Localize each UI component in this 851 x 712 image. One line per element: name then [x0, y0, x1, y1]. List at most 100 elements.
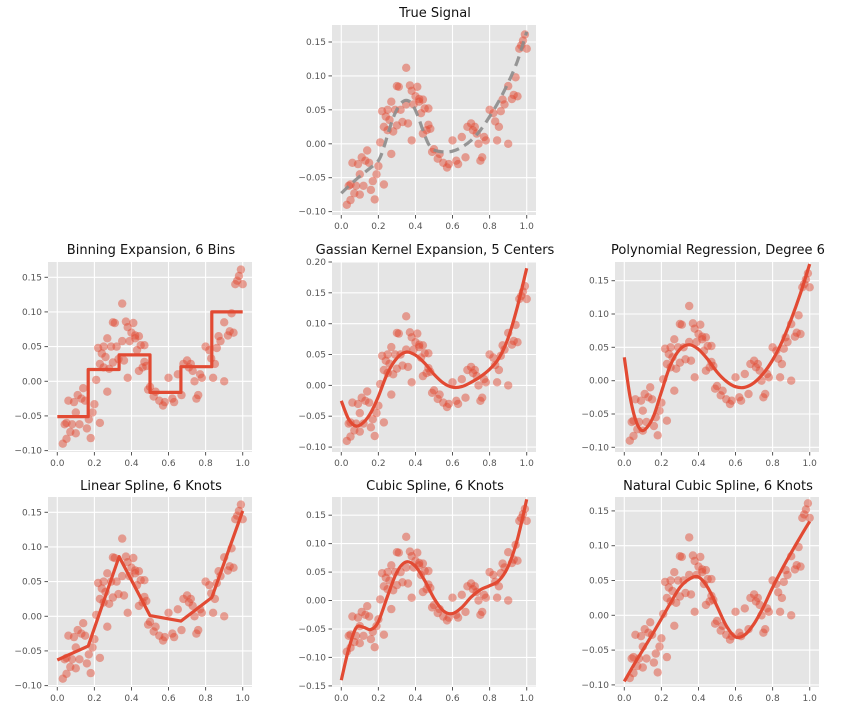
gaussian-kernel-plot: 0.0 0.2 0.4 0.6 0.8 1.0 −0.10 −0.05 0.00 0.05 0.10…	[298, 258, 536, 469]
svg-text:0.2: 0.2	[371, 459, 385, 469]
svg-text:−0.10: −0.10	[581, 681, 609, 691]
svg-text:0.05: 0.05	[22, 343, 42, 353]
svg-text:0.4: 0.4	[124, 694, 139, 704]
subplot-cubic-spline: 0.0 0.2 0.4 0.6 0.8 1.0 −0.15 −0.10 −0.05 0.00 0.0…	[284, 475, 567, 712]
true-signal-plot: 0.0 0.2 0.4 0.6 0.8 1.0 −0.10 −0.05 0.00 0.05 0.10…	[298, 25, 536, 232]
subplot-gaussian-kernel: 0.0 0.2 0.4 0.6 0.8 1.0 −0.10 −0.05 0.00 0.05 0.10…	[284, 240, 567, 475]
svg-text:0.15: 0.15	[22, 508, 42, 518]
svg-text:0.0: 0.0	[50, 694, 65, 704]
svg-text:0.15: 0.15	[306, 289, 326, 299]
subplot-true-signal: 0.0 0.2 0.4 0.6 0.8 1.0 −0.10 −0.05 0.00 0.05 0.10…	[284, 0, 567, 240]
svg-text:−0.05: −0.05	[581, 646, 609, 656]
subplot-linear-spline: 0.0 0.2 0.4 0.6 0.8 1.0 −0.10 −0.05 0.00 0.05 0.10…	[0, 475, 283, 712]
subplot-title: Linear Spline, 6 Knots	[80, 479, 222, 494]
svg-text:0.05: 0.05	[589, 577, 609, 587]
svg-text:0.0: 0.0	[617, 459, 632, 469]
subplot-title: Gassian Kernel Expansion, 5 Centers	[315, 243, 555, 258]
svg-text:−0.10: −0.10	[14, 447, 42, 457]
svg-text:0.4: 0.4	[408, 222, 423, 232]
svg-text:0.15: 0.15	[589, 277, 609, 287]
svg-text:0.0: 0.0	[617, 694, 632, 704]
svg-text:0.10: 0.10	[22, 308, 42, 318]
svg-text:0.0: 0.0	[50, 459, 65, 469]
svg-text:0.2: 0.2	[87, 694, 101, 704]
svg-text:0.2: 0.2	[371, 222, 385, 232]
svg-text:0.15: 0.15	[306, 38, 326, 48]
svg-text:0.6: 0.6	[445, 222, 460, 232]
subplot-binning-expansion: 0.0 0.2 0.4 0.6 0.8 1.0 −0.10 −0.05 0.00 0.05 0.10…	[0, 240, 283, 475]
svg-text:0.10: 0.10	[589, 542, 609, 552]
svg-text:−0.05: −0.05	[298, 625, 326, 635]
svg-text:0.00: 0.00	[589, 611, 609, 621]
polynomial-regression-plot: 0.0 0.2 0.4 0.6 0.8 1.0 −0.10 −0.05 0.00 0.05 0.10…	[581, 262, 819, 469]
svg-text:0.05: 0.05	[589, 343, 609, 353]
svg-text:0.0: 0.0	[334, 222, 349, 232]
svg-text:0.00: 0.00	[589, 377, 609, 387]
binning-expansion-plot: 0.0 0.2 0.4 0.6 0.8 1.0 −0.10 −0.05 0.00 0.05 0.10…	[14, 262, 252, 469]
svg-text:0.4: 0.4	[691, 459, 706, 469]
svg-text:0.2: 0.2	[87, 459, 101, 469]
svg-text:0.05: 0.05	[306, 351, 326, 361]
svg-text:0.10: 0.10	[22, 543, 42, 553]
svg-text:0.10: 0.10	[306, 72, 326, 82]
svg-text:0.6: 0.6	[445, 694, 460, 704]
svg-text:−0.05: −0.05	[581, 410, 609, 420]
svg-text:−0.05: −0.05	[14, 647, 42, 657]
svg-text:0.8: 0.8	[765, 459, 780, 469]
svg-text:0.0: 0.0	[334, 459, 349, 469]
svg-text:0.2: 0.2	[654, 694, 668, 704]
svg-text:0.05: 0.05	[306, 106, 326, 116]
svg-text:0.8: 0.8	[198, 459, 213, 469]
subplot-title: Natural Cubic Spline, 6 Knots	[623, 479, 813, 494]
svg-text:0.10: 0.10	[306, 320, 326, 330]
subplot-natural-cubic-spline: 0.0 0.2 0.4 0.6 0.8 1.0 −0.10 −0.05 0.00 0.05 0.10…	[567, 475, 851, 712]
svg-text:0.6: 0.6	[728, 459, 743, 469]
cubic-spline-plot: 0.0 0.2 0.4 0.6 0.8 1.0 −0.15 −0.10 −0.05 0.00 0.0…	[298, 497, 536, 704]
svg-text:1.0: 1.0	[803, 694, 818, 704]
svg-text:0.8: 0.8	[482, 222, 497, 232]
svg-text:0.4: 0.4	[691, 694, 706, 704]
svg-text:0.8: 0.8	[482, 459, 497, 469]
svg-text:0.05: 0.05	[22, 578, 42, 588]
linear-spline-plot: 0.0 0.2 0.4 0.6 0.8 1.0 −0.10 −0.05 0.00 0.05 0.10…	[14, 497, 252, 704]
svg-text:0.00: 0.00	[306, 381, 326, 391]
svg-text:0.6: 0.6	[728, 694, 743, 704]
svg-text:0.15: 0.15	[306, 511, 326, 521]
svg-text:0.10: 0.10	[589, 310, 609, 320]
subplot-title: Polynomial Regression, Degree 6	[611, 243, 825, 258]
svg-text:0.15: 0.15	[589, 507, 609, 517]
svg-text:1.0: 1.0	[803, 459, 818, 469]
svg-text:1.0: 1.0	[236, 694, 251, 704]
svg-text:0.4: 0.4	[124, 459, 139, 469]
svg-text:0.20: 0.20	[306, 258, 326, 268]
svg-text:0.15: 0.15	[22, 273, 42, 283]
svg-text:0.00: 0.00	[306, 597, 326, 607]
svg-text:0.8: 0.8	[765, 694, 780, 704]
svg-text:0.4: 0.4	[408, 459, 423, 469]
svg-text:0.0: 0.0	[334, 694, 349, 704]
subplot-polynomial-regression: 0.0 0.2 0.4 0.6 0.8 1.0 −0.10 −0.05 0.00 0.05 0.10…	[567, 240, 851, 475]
svg-text:−0.10: −0.10	[298, 443, 326, 453]
svg-text:−0.10: −0.10	[298, 653, 326, 663]
subplot-title: Cubic Spline, 6 Knots	[366, 479, 504, 494]
subplot-title: True Signal	[399, 6, 471, 21]
subplot-title: Binning Expansion, 6 Bins	[66, 243, 236, 258]
svg-text:0.6: 0.6	[445, 459, 460, 469]
natural-cubic-spline-plot: 0.0 0.2 0.4 0.6 0.8 1.0 −0.10 −0.05 0.00 0.05 0.10…	[581, 497, 819, 704]
svg-text:−0.10: −0.10	[298, 208, 326, 218]
svg-text:0.6: 0.6	[161, 459, 176, 469]
svg-text:0.00: 0.00	[22, 612, 42, 622]
svg-text:0.00: 0.00	[306, 140, 326, 150]
svg-text:1.0: 1.0	[520, 222, 535, 232]
svg-text:0.8: 0.8	[198, 694, 213, 704]
svg-text:−0.05: −0.05	[298, 174, 326, 184]
svg-text:1.0: 1.0	[520, 694, 535, 704]
svg-text:−0.05: −0.05	[14, 412, 42, 422]
svg-text:1.0: 1.0	[520, 459, 535, 469]
svg-text:−0.15: −0.15	[298, 682, 326, 692]
svg-text:0.2: 0.2	[654, 459, 668, 469]
svg-text:−0.10: −0.10	[14, 682, 42, 692]
svg-text:0.00: 0.00	[22, 377, 42, 387]
svg-text:0.05: 0.05	[306, 568, 326, 578]
svg-text:1.0: 1.0	[236, 459, 251, 469]
